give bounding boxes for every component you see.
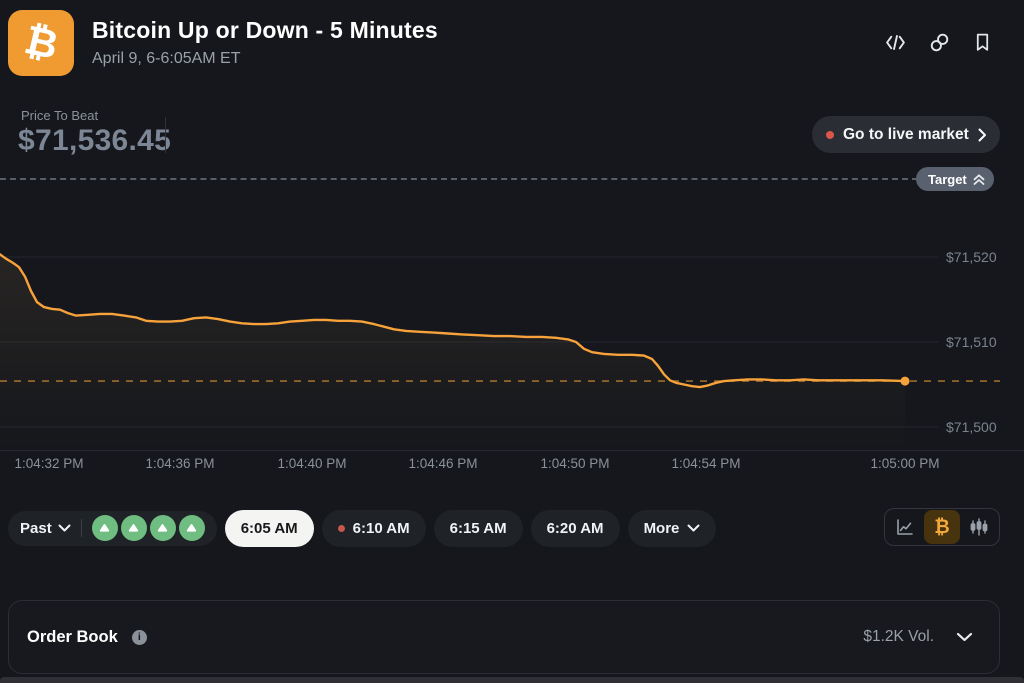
- past-dropdown[interactable]: Past: [20, 520, 71, 537]
- up-arrow-icon[interactable]: [149, 515, 176, 541]
- up-arrow-icon[interactable]: [91, 515, 118, 541]
- up-arrow-icon[interactable]: [120, 515, 147, 541]
- copy-link-icon[interactable]: [929, 32, 950, 53]
- page-title: Bitcoin Up or Down - 5 Minutes: [92, 17, 438, 43]
- area-chart-icon[interactable]: [887, 511, 923, 543]
- price-to-beat-label: Price To Beat: [21, 108, 99, 123]
- time-pill[interactable]: 6:05 AM: [224, 509, 314, 547]
- past-and-updown-group: Past: [8, 510, 217, 546]
- price-to-beat-value: $71,536.45: [18, 124, 172, 157]
- double-chevron-up-icon: [973, 173, 985, 185]
- up-result-icons: [91, 515, 205, 541]
- order-book-panel[interactable]: Order Book i $1.2K Vol.: [8, 600, 1000, 674]
- past-label: Past: [20, 519, 52, 537]
- go-to-live-market-button[interactable]: Go to live market: [812, 116, 1000, 153]
- bitcoin-logo: ₿: [8, 10, 74, 76]
- time-pill[interactable]: 6:20 AM: [530, 509, 620, 547]
- embed-code-icon[interactable]: [885, 32, 906, 53]
- bitcoin-icon[interactable]: ₿: [924, 510, 960, 544]
- x-tick-label: 1:04:32 PM: [14, 456, 84, 471]
- chevron-down-icon: [687, 524, 700, 532]
- time-pill[interactable]: 6:10 AM: [321, 509, 426, 547]
- price-chart[interactable]: [0, 195, 1024, 452]
- time-pill-label: 6:15 AM: [449, 519, 507, 537]
- x-tick-label: 1:04:50 PM: [540, 456, 610, 471]
- more-label: More: [643, 519, 680, 537]
- header: Bitcoin Up or Down - 5 Minutes April 9, …: [92, 17, 438, 68]
- divider: [165, 117, 166, 153]
- header-actions: [885, 32, 992, 53]
- target-badge[interactable]: Target: [916, 167, 994, 191]
- bitcoin-icon: ₿: [19, 16, 63, 70]
- bookmark-icon[interactable]: [973, 32, 992, 53]
- time-pill-label: 6:10 AM: [352, 519, 410, 537]
- more-dropdown[interactable]: More: [627, 509, 717, 547]
- y-tick-label: $71,500: [946, 419, 997, 435]
- order-book-title: Order Book: [27, 627, 118, 646]
- bottom-strip: [0, 677, 1024, 683]
- chevron-down-icon: [58, 524, 71, 532]
- chart-type-toggle: ₿: [884, 508, 1000, 546]
- y-tick-label: $71,520: [946, 249, 997, 265]
- upcoming-dot-icon: [337, 524, 345, 532]
- chevron-right-icon: [978, 128, 986, 141]
- time-controls: Past 6:05 AM 6:10 AM 6:15 AM 6:20 AM More: [8, 509, 717, 547]
- y-tick-label: $71,510: [946, 334, 997, 350]
- time-pill-list: 6:05 AM 6:10 AM 6:15 AM 6:20 AM: [224, 509, 620, 547]
- x-tick-label: 1:04:36 PM: [145, 456, 215, 471]
- divider: [80, 519, 82, 537]
- time-pill[interactable]: 6:15 AM: [433, 509, 523, 547]
- time-pill-label: 6:20 AM: [546, 519, 604, 537]
- go-to-live-market-label: Go to live market: [843, 125, 969, 143]
- x-tick-label: 1:05:00 PM: [870, 456, 940, 471]
- info-icon[interactable]: i: [131, 629, 147, 645]
- x-axis-line: [0, 450, 1024, 451]
- x-tick-label: 1:04:54 PM: [671, 456, 741, 471]
- x-tick-label: 1:04:46 PM: [408, 456, 478, 471]
- chevron-down-icon: [956, 632, 973, 642]
- candlestick-icon[interactable]: [961, 511, 997, 543]
- time-pill-label: 6:05 AM: [240, 519, 298, 537]
- target-price-line: [0, 178, 918, 180]
- live-dot-icon: [826, 130, 834, 139]
- page-subtitle: April 9, 6-6:05AM ET: [92, 50, 241, 67]
- target-badge-label: Target: [928, 171, 967, 187]
- order-book-volume: $1.2K Vol.: [863, 628, 934, 645]
- x-tick-label: 1:04:40 PM: [277, 456, 347, 471]
- up-arrow-icon[interactable]: [178, 515, 205, 541]
